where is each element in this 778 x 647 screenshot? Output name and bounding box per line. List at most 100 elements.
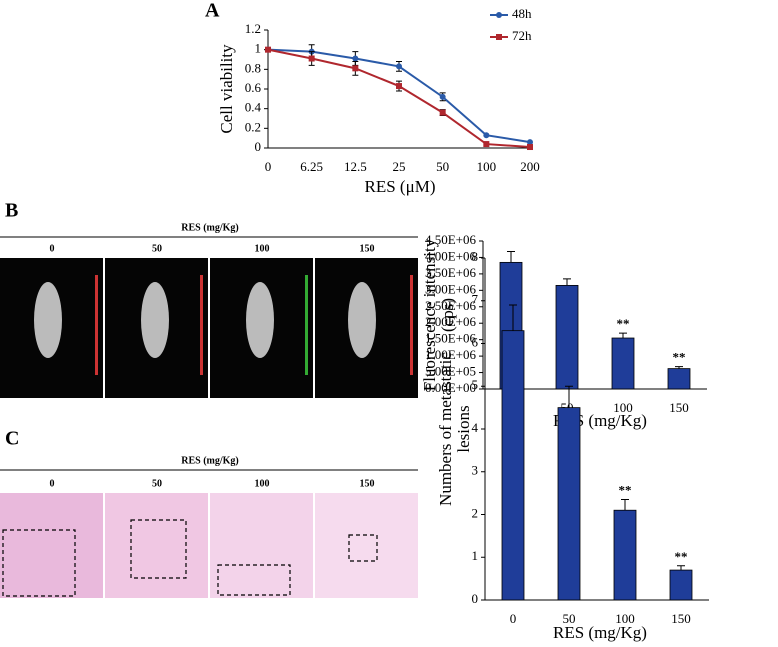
x-tick-label: 150	[671, 611, 691, 626]
y-tick-label: 3	[472, 463, 479, 478]
y-tick-label: 0.2	[245, 119, 261, 134]
panel-label: C	[5, 428, 19, 450]
y-tick-label: 5.00E+05	[425, 364, 476, 379]
strip-title: RES (mg/Kg)	[181, 222, 239, 233]
x-tick-label: 6.25	[300, 159, 323, 174]
image	[0, 493, 103, 598]
point	[308, 55, 315, 62]
y-tick-label: 8	[472, 249, 479, 264]
y-axis-label: Fluorescence intensity	[420, 238, 439, 391]
y-tick-label: 2.00E+06	[425, 314, 477, 329]
image	[315, 493, 418, 598]
y-tick-label: 2.50E+06	[425, 298, 477, 313]
image	[105, 493, 208, 598]
error-bar	[507, 251, 515, 263]
image	[210, 493, 313, 598]
bar	[501, 330, 525, 601]
image-strip-b	[0, 258, 418, 398]
x-axis-label: RES (μM)	[365, 177, 436, 196]
y-tick-label: 3.00E+06	[425, 281, 477, 296]
error-bar	[563, 278, 571, 286]
x-tick-label: 50	[436, 159, 449, 174]
y-axis-label: lesions	[454, 405, 473, 452]
significance: **	[619, 483, 632, 498]
column-label: 100	[255, 478, 270, 489]
column-label: 0	[50, 478, 55, 489]
column-label: 50	[152, 478, 162, 489]
point	[352, 65, 359, 72]
y-axis-label: (cps)	[438, 298, 457, 332]
y-tick-label: 1	[472, 548, 479, 563]
bar	[555, 284, 579, 390]
y-tick-label: 0.8	[245, 60, 261, 75]
y-axis-label: Numbers of metastatic	[436, 352, 455, 506]
y-tick-label: 1.50E+06	[425, 331, 477, 346]
error-bar	[677, 565, 685, 571]
image-strip-c	[0, 493, 418, 598]
x-tick-label: 150	[669, 400, 689, 415]
x-tick-label: 100	[613, 400, 633, 415]
point	[265, 46, 271, 53]
y-tick-label: 4.00E+06	[425, 248, 477, 263]
y-tick-label: 2	[472, 505, 479, 520]
point	[483, 132, 490, 139]
x-tick-label: 100	[615, 611, 635, 626]
x-tick-label: 50	[563, 611, 576, 626]
significance: **	[673, 350, 686, 365]
y-tick-label: 5	[472, 377, 479, 392]
point	[527, 139, 533, 146]
point	[352, 55, 359, 62]
y-tick-label: 0	[255, 139, 262, 154]
column-label: 100	[255, 243, 270, 254]
significance: **	[617, 316, 630, 331]
bar	[667, 368, 691, 390]
x-tick-label: 0	[510, 611, 517, 626]
y-axis-label: Cell viability	[217, 44, 236, 134]
legend-label: 48h	[512, 6, 532, 21]
x-tick-label: 12.5	[344, 159, 367, 174]
legend-marker	[496, 34, 502, 40]
y-tick-label: 6	[472, 334, 479, 349]
column-label: 50	[152, 243, 162, 254]
significance: **	[675, 549, 688, 564]
roi-boxes	[2, 519, 378, 597]
point	[483, 141, 490, 148]
x-tick-label: 200	[520, 159, 540, 174]
y-tick-label: 4	[472, 420, 479, 435]
y-tick-label: 0.6	[245, 80, 262, 95]
color-scales	[95, 275, 413, 375]
bar	[669, 569, 693, 601]
error-bar	[675, 366, 683, 369]
point	[396, 63, 402, 70]
y-tick-label: 0.4	[245, 100, 262, 115]
legend-label: 72h	[512, 28, 532, 43]
strip-title: RES (mg/Kg)	[181, 455, 239, 466]
error-bar	[621, 499, 629, 511]
bar	[613, 509, 637, 601]
x-axis-label: RES (mg/Kg)	[553, 623, 647, 642]
y-tick-label: 1.00E+06	[425, 347, 477, 362]
mouse-shapes	[34, 282, 376, 358]
bar	[557, 407, 581, 601]
panel-label: A	[205, 0, 220, 22]
y-tick-label: 0	[472, 591, 479, 606]
y-tick-label: 3.50E+06	[425, 265, 477, 280]
y-tick-label: 7	[472, 292, 479, 307]
error-bar	[509, 304, 517, 331]
error-bar	[565, 385, 573, 408]
y-tick-label: 1	[255, 41, 262, 56]
x-tick-label: 100	[477, 159, 497, 174]
column-label: 0	[50, 243, 55, 254]
y-tick-label: 0.00E+00	[425, 380, 476, 395]
column-label: 150	[360, 243, 375, 254]
error-bar	[619, 332, 627, 339]
x-tick-label: 25	[393, 159, 406, 174]
x-tick-label: 0	[265, 159, 272, 174]
y-tick-label: 4.50E+06	[425, 232, 477, 247]
panel-label: B	[5, 200, 18, 222]
bar	[611, 337, 635, 390]
y-tick-label: 1.2	[245, 21, 261, 36]
point	[439, 93, 446, 100]
point	[396, 83, 402, 90]
